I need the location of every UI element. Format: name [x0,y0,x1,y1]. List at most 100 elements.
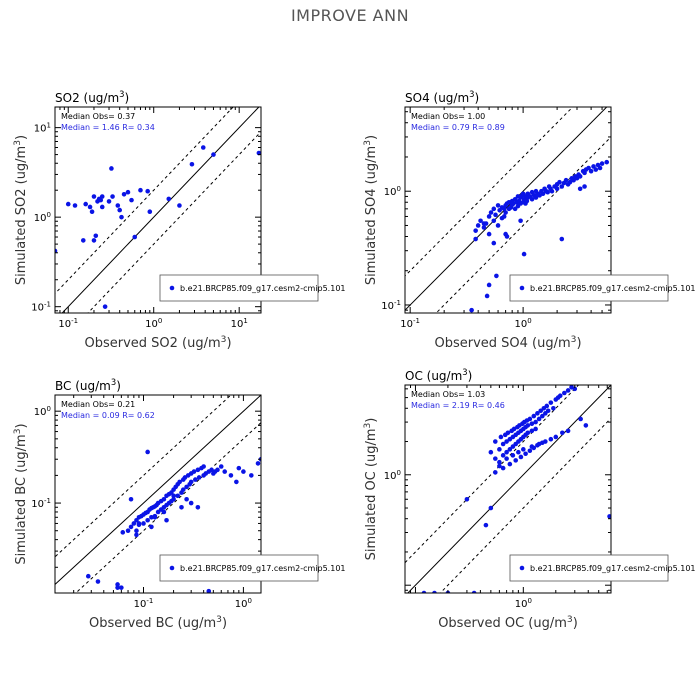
data-point [531,413,537,419]
x-axis-label: Observed SO4 (ug/m3) [434,335,581,351]
data-point [495,223,501,228]
data-point [505,430,511,436]
data-point [89,209,95,215]
data-point [110,194,115,199]
data-point [72,203,78,208]
data-point [559,236,565,242]
legend-label: b.e21.BRCP85.f09_g17.cesm2-cmip5.101 [180,284,346,293]
data-point [486,231,492,237]
legend-label: b.e21.BRCP85.f09_g17.cesm2-cmip5.101 [530,284,696,293]
data-point [195,467,201,473]
data-point [531,445,537,451]
data-point [95,579,101,584]
panel-title: OC (ug/m3) [405,367,472,383]
data-point [166,196,172,202]
data-point [507,447,513,452]
data-point [98,197,104,203]
data-point [486,214,492,219]
data-point [236,465,242,471]
data-point [567,179,573,185]
data-point [200,145,206,150]
data-point [106,199,112,204]
data-point [177,203,182,208]
data-point [510,453,516,458]
data-point [513,458,519,463]
data-point [421,590,427,593]
data-point [529,428,535,434]
data-point [145,188,150,194]
data-point [518,454,524,460]
data-point [206,588,212,593]
data-point [218,464,224,469]
data-point [500,441,506,447]
data-point [523,451,528,457]
upper-factor2-line [55,395,232,558]
panel-title: BC (ug/m3) [55,377,121,393]
data-point [120,530,126,535]
y-axis-label: Simulated SO2 (ug/m3) [13,135,29,285]
one-to-one-line [407,385,611,593]
data-point [175,493,181,499]
data-point [577,174,583,179]
data-point [191,469,197,474]
data-point [504,439,509,444]
data-point [533,195,539,200]
data-point [99,194,105,199]
upper-factor2-line [405,107,574,277]
data-point [109,166,114,171]
data-point [577,186,583,192]
data-point [209,467,214,473]
data-point [572,386,578,392]
lower-factor2-line [435,136,611,313]
data-point [604,159,610,165]
data-point [557,179,562,185]
data-point [473,236,478,242]
data-point [195,504,201,510]
y-axis-label: Simulated BC (ug/m3) [13,423,29,564]
x-tick-label: 100 [145,317,162,330]
data-point [87,204,93,210]
data-point [201,464,206,469]
data-point [553,434,559,440]
data-point [211,152,216,157]
median-sim-text: Median = 2.19 R= 0.46 [411,401,505,410]
data-point [538,408,544,414]
panel-3: 10-1 100 10-1 100 Observed BC (ug/m3) Simulat… [13,377,346,631]
data-point [134,528,139,534]
data-point [161,509,167,515]
y-tick-label: 100 [384,185,401,198]
legend-label: b.e21.BRCP85.f09_g17.cesm2-cmip5.101 [180,564,346,573]
y-axis-label: Simulated OC (ug/m3) [363,418,379,561]
plot-frame [54,394,262,594]
data-point [497,463,502,469]
median-sim-text: Median = 0.09 R= 0.62 [61,411,155,420]
data-point [524,198,530,204]
data-point [189,161,195,167]
data-point [516,449,521,455]
data-point [527,448,533,454]
panel-2: 10-1 100 10-1 100 Observed SO4 (ug/m3) Simula… [363,89,696,351]
data-point [132,234,138,240]
x-axis-label: Observed SO2 (ug/m3) [84,335,231,351]
data-point [525,430,531,436]
data-point [125,528,131,534]
data-point [521,251,527,257]
legend-marker [169,285,175,291]
data-point [495,203,501,208]
data-point [131,521,137,526]
x-tick-label: 100 [235,597,252,610]
data-point [99,204,105,210]
data-point [563,177,569,183]
data-point [536,416,542,422]
y-tick-label: 100 [34,405,51,418]
y-tick-label: 100 [384,469,401,482]
panel-title: SO4 (ug/m3) [405,89,479,105]
data-point [234,479,239,485]
data-point [145,517,150,523]
x-tick-label: 101 [231,317,248,330]
data-point [557,393,563,399]
median-sim-text: Median = 1.46 R= 0.34 [61,123,155,132]
y-tick-label: 10-1 [31,301,51,314]
lower-factor2-line [75,421,261,593]
data-point [478,218,483,224]
